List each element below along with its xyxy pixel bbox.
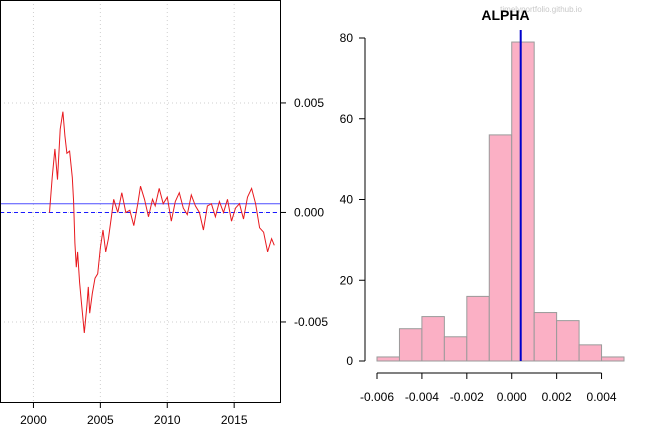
- histogram-bar: [601, 356, 625, 362]
- histogram-bars: [376, 41, 625, 362]
- x-tick-label: 2015: [221, 413, 248, 427]
- histogram-bar: [556, 320, 580, 362]
- histogram-bar: [511, 41, 535, 362]
- x-tick-label: 2005: [87, 413, 114, 427]
- y-tick-label: -0.005: [294, 315, 328, 329]
- grid-lines: [0, 0, 281, 403]
- y-tick-label: 0: [346, 354, 353, 368]
- time-series-panel: 2000 2005 2010 2015 0.005 0.000 -0.005: [0, 0, 328, 427]
- alpha-series-line: [49, 111, 275, 333]
- y-tick-label: 0.005: [294, 96, 324, 110]
- y-tick-label: 20: [340, 273, 354, 287]
- histogram-bar: [443, 336, 468, 362]
- x-tick-label: 2000: [20, 413, 47, 427]
- y-tick-label: 80: [340, 31, 354, 45]
- histogram-panel: ALPHA -0.006 -0.004 -0.002 0.000 0.002 0.004 …: [340, 7, 625, 404]
- x-tick-label: 0.002: [542, 390, 572, 404]
- histogram-bar: [578, 344, 603, 362]
- x-axis: 2000 2005 2010 2015: [20, 403, 248, 427]
- y-axis: 0 20 40 60 80: [340, 31, 366, 368]
- x-axis: -0.006 -0.004 -0.002 0.000 0.002 0.004: [360, 372, 617, 404]
- x-tick-label: 0.004: [587, 390, 617, 404]
- histogram-bar: [533, 312, 558, 362]
- x-tick-label: -0.006: [360, 390, 394, 404]
- x-tick-label: -0.004: [405, 390, 439, 404]
- histogram-bar: [398, 328, 423, 362]
- histogram-bar: [376, 356, 400, 362]
- histogram-bar: [488, 134, 513, 362]
- y-axis: 0.005 0.000 -0.005: [281, 96, 328, 329]
- y-tick-label: 40: [340, 193, 354, 207]
- watermark: timelyportfolio.github.io: [500, 5, 582, 14]
- series-group: [49, 111, 275, 333]
- plot-frame: [0, 0, 281, 403]
- x-tick-label: 2010: [154, 413, 181, 427]
- x-tick-label: 0.000: [497, 390, 527, 404]
- y-tick-label: 0.000: [294, 205, 324, 219]
- histogram-bar: [466, 295, 490, 362]
- chart-title: ALPHA: [481, 7, 529, 23]
- histogram-bar: [421, 316, 445, 362]
- y-tick-label: 60: [340, 112, 354, 126]
- x-tick-label: -0.002: [450, 390, 484, 404]
